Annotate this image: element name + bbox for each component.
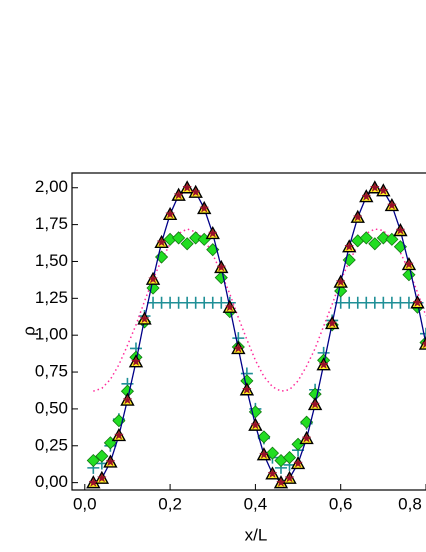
star-marker — [318, 359, 329, 369]
star-marker — [301, 433, 312, 443]
data-line — [93, 186, 426, 484]
y-tick-label: 1,00 — [35, 325, 68, 344]
y-tick-label: 0,75 — [35, 362, 68, 381]
star-marker — [361, 191, 372, 201]
plus-marker — [420, 327, 426, 340]
star-marker — [190, 186, 201, 197]
y-axis-label: ρ — [19, 326, 38, 336]
diamond-marker — [402, 268, 416, 282]
x-tick-label: 0,6 — [329, 494, 353, 513]
diamond-marker — [368, 237, 382, 251]
star-marker — [165, 209, 176, 219]
y-tick-label: 1,75 — [35, 214, 68, 233]
star-marker — [88, 477, 99, 487]
y-tick-label: 1,25 — [35, 288, 68, 307]
diamond-marker — [95, 449, 109, 463]
star-marker — [250, 419, 261, 430]
y-tick-label: 0,25 — [35, 435, 68, 454]
diamond-marker — [86, 453, 100, 468]
star-marker — [386, 200, 397, 210]
star-marker — [233, 343, 244, 353]
star-marker — [224, 301, 235, 312]
x-axis-label: x/L — [245, 525, 268, 544]
star-marker — [310, 399, 321, 409]
plot-frame — [71, 172, 426, 491]
y-tick-label: 0,50 — [35, 398, 68, 417]
star-marker — [258, 449, 269, 459]
star-marker — [96, 472, 107, 483]
x-tick-label: 0,8 — [398, 494, 422, 513]
diamond-marker — [155, 250, 169, 264]
star-marker — [403, 259, 414, 269]
star-marker — [113, 430, 124, 440]
star-marker — [267, 468, 278, 479]
star-marker — [199, 203, 210, 213]
data-line — [93, 228, 426, 392]
diamond-marker — [180, 237, 194, 251]
diamond-marker — [376, 231, 390, 245]
star-marker — [335, 276, 346, 287]
x-tick-label: 0,4 — [244, 494, 268, 513]
star-marker — [105, 456, 116, 467]
star-marker — [156, 237, 167, 247]
star-marker — [327, 318, 338, 328]
star-marker — [420, 338, 426, 349]
star-marker — [284, 472, 295, 483]
diamond-marker — [257, 430, 271, 444]
star-marker — [352, 211, 363, 222]
diamond-marker — [385, 232, 399, 246]
star-marker — [182, 182, 193, 193]
star-marker — [130, 356, 142, 367]
star-marker — [395, 225, 406, 235]
x-tick-label: 0,0 — [73, 494, 97, 513]
plot-area — [86, 180, 426, 489]
diamond-marker — [146, 281, 160, 295]
diamond-marker — [359, 231, 373, 245]
star-marker — [148, 273, 159, 284]
star-marker — [344, 241, 355, 252]
diamond-marker — [189, 231, 203, 245]
star-marker — [412, 297, 423, 308]
y-tick-label: 0,00 — [35, 472, 68, 491]
star-marker — [216, 262, 227, 272]
diamond-marker — [214, 271, 228, 285]
y-tick-label: 1,50 — [35, 251, 68, 270]
diamond-marker — [265, 446, 280, 460]
star-marker — [369, 182, 380, 193]
star-marker — [173, 189, 184, 200]
star-marker — [293, 458, 304, 468]
star-marker — [122, 394, 133, 405]
y-tick-label: 2,00 — [35, 177, 68, 196]
star-marker — [207, 228, 218, 238]
star-marker — [378, 185, 389, 195]
x-tick-label: 0,2 — [158, 494, 182, 513]
diamond-marker — [172, 231, 186, 245]
star-marker — [241, 384, 252, 395]
diamond-marker — [282, 450, 297, 465]
star-marker — [275, 477, 287, 487]
star-marker — [139, 313, 150, 324]
